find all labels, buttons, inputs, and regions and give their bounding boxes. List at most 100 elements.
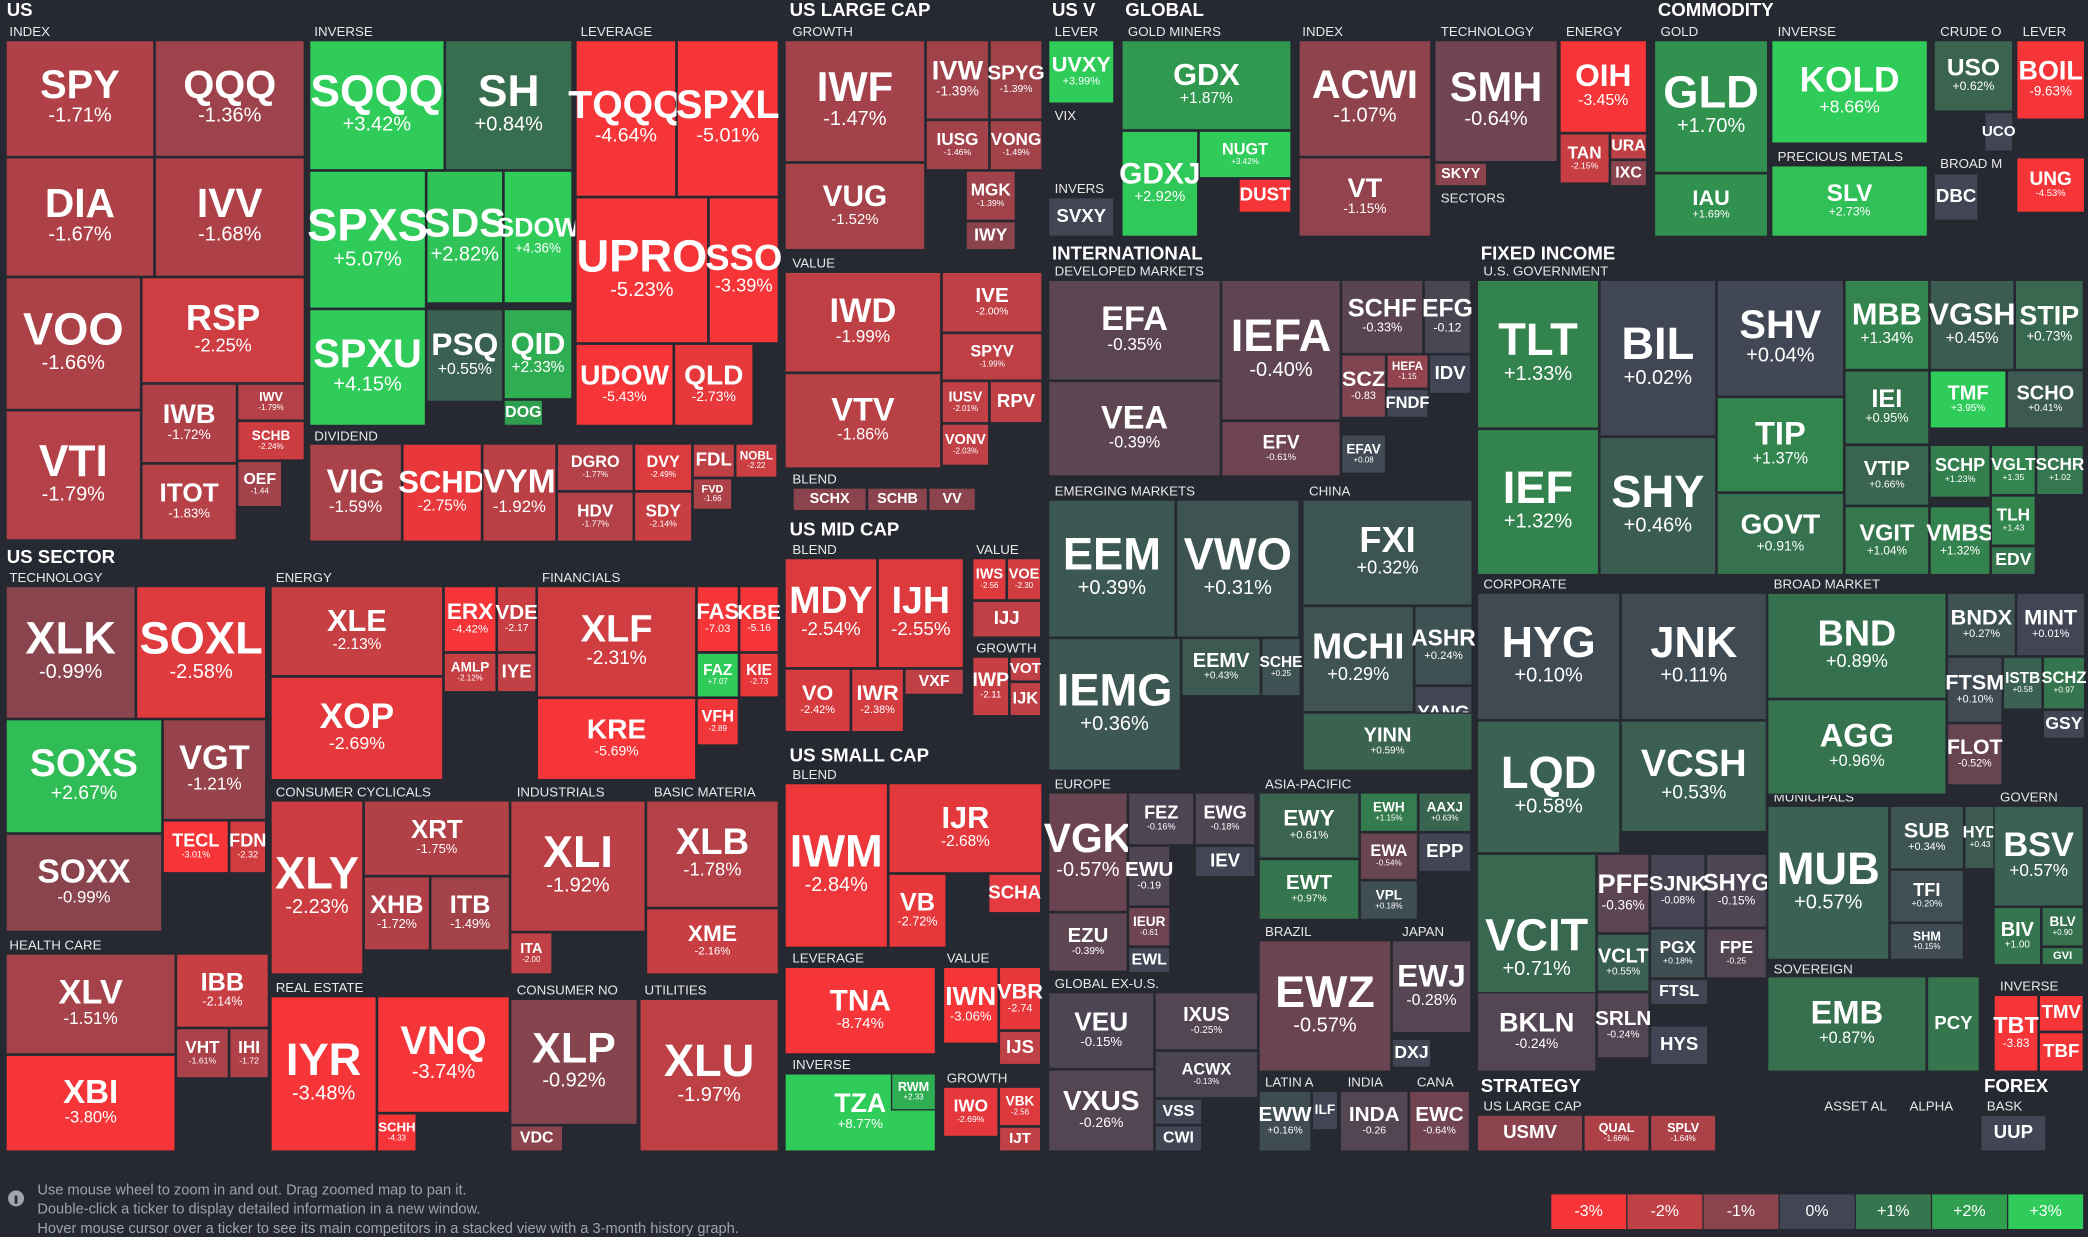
ticker-tile[interactable] bbox=[942, 966, 999, 1044]
ticker-tile[interactable] bbox=[1047, 912, 1128, 973]
ticker-tile[interactable] bbox=[308, 443, 403, 542]
ticker-tile[interactable] bbox=[1221, 279, 1341, 421]
ticker-tile[interactable] bbox=[942, 1086, 999, 1138]
ticker-tile[interactable] bbox=[941, 423, 990, 467]
ticker-tile[interactable] bbox=[784, 39, 926, 163]
ticker-tile[interactable] bbox=[1175, 499, 1300, 638]
ticker-tile[interactable] bbox=[575, 343, 674, 427]
ticker-tile[interactable] bbox=[1339, 1090, 1409, 1152]
ticker-tile[interactable] bbox=[1716, 279, 1845, 397]
ticker-tile[interactable] bbox=[5, 276, 142, 411]
ticker-tile[interactable] bbox=[1476, 720, 1621, 854]
ticker-tile[interactable] bbox=[1258, 792, 1360, 859]
ticker-tile[interactable] bbox=[888, 782, 1043, 874]
ticker-tile[interactable] bbox=[426, 170, 504, 304]
ticker-tile[interactable] bbox=[1964, 805, 1997, 870]
ticker-tile[interactable] bbox=[363, 876, 431, 951]
ticker-tile[interactable] bbox=[708, 197, 780, 344]
ticker-tile[interactable] bbox=[5, 585, 136, 720]
ticker-tile[interactable] bbox=[1391, 940, 1472, 1034]
ticker-tile[interactable] bbox=[1993, 805, 2084, 907]
ticker-tile[interactable] bbox=[1476, 279, 1600, 429]
ticker-tile[interactable] bbox=[1599, 436, 1717, 576]
ticker-tile[interactable] bbox=[162, 719, 267, 821]
ticker-tile[interactable] bbox=[556, 491, 634, 542]
ticker-tile[interactable] bbox=[1767, 699, 1947, 795]
ticker-tile[interactable] bbox=[2002, 656, 2043, 710]
ticker-tile[interactable] bbox=[998, 1126, 1042, 1152]
ticker-tile[interactable] bbox=[1258, 940, 1392, 1072]
ticker-tile[interactable] bbox=[141, 383, 238, 464]
ticker-tile[interactable] bbox=[1990, 545, 2036, 576]
ticker-tile[interactable] bbox=[376, 1113, 417, 1152]
ticker-tile[interactable] bbox=[1980, 1114, 2047, 1152]
ticker-tile[interactable] bbox=[1889, 922, 1965, 961]
ticker-tile[interactable] bbox=[229, 1027, 270, 1079]
ticker-tile[interactable] bbox=[2042, 656, 2086, 710]
ticker-tile[interactable] bbox=[639, 998, 780, 1152]
ticker-tile[interactable] bbox=[784, 668, 851, 733]
ticker-tile[interactable] bbox=[1767, 592, 1947, 700]
ticker-tile[interactable] bbox=[1946, 723, 2003, 786]
ticker-tile[interactable] bbox=[1649, 978, 1709, 1006]
ticker-tile[interactable] bbox=[1926, 976, 1981, 1072]
ticker-tile[interactable] bbox=[1889, 805, 1965, 870]
ticker-tile[interactable] bbox=[1127, 792, 1195, 846]
ticker-tile[interactable] bbox=[1302, 605, 1415, 713]
ticker-tile[interactable] bbox=[1121, 39, 1292, 131]
ticker-tile[interactable] bbox=[270, 995, 377, 1152]
ticker-tile[interactable] bbox=[696, 697, 740, 746]
ticker-tile[interactable] bbox=[1121, 130, 1199, 238]
ticker-tile[interactable] bbox=[1047, 380, 1222, 477]
ticker-tile[interactable] bbox=[503, 170, 573, 304]
ticker-tile[interactable] bbox=[510, 998, 638, 1126]
ticker-tile[interactable] bbox=[1771, 165, 1929, 238]
ticker-tile[interactable] bbox=[1194, 845, 1256, 878]
ticker-tile[interactable] bbox=[673, 343, 754, 427]
ticker-tile[interactable] bbox=[1418, 832, 1472, 873]
ticker-tile[interactable] bbox=[1418, 792, 1472, 833]
ticker-tile[interactable] bbox=[1198, 130, 1292, 179]
ticker-tile[interactable] bbox=[965, 170, 1017, 222]
ticker-tile[interactable] bbox=[1844, 505, 1930, 576]
ticker-tile[interactable] bbox=[1127, 946, 1171, 974]
ticker-tile[interactable] bbox=[444, 39, 573, 171]
ticker-tile[interactable] bbox=[1386, 354, 1429, 389]
ticker-tile[interactable] bbox=[1154, 1050, 1259, 1099]
ticker-tile[interactable] bbox=[692, 443, 736, 479]
ticker-tile[interactable] bbox=[1154, 1098, 1203, 1126]
ticker-tile[interactable] bbox=[1596, 933, 1650, 992]
ticker-tile[interactable] bbox=[941, 332, 1043, 381]
ticker-tile[interactable] bbox=[308, 308, 427, 427]
ticker-tile[interactable] bbox=[866, 487, 929, 512]
ticker-tile[interactable] bbox=[925, 39, 990, 120]
ticker-tile[interactable] bbox=[1340, 279, 1424, 355]
ticker-tile[interactable] bbox=[972, 600, 1042, 638]
ticker-tile[interactable] bbox=[1047, 197, 1115, 238]
ticker-tile[interactable] bbox=[1476, 991, 1597, 1072]
ticker-tile[interactable] bbox=[510, 800, 646, 933]
ticker-tile[interactable] bbox=[1946, 656, 2003, 724]
ticker-tile[interactable] bbox=[1194, 792, 1256, 846]
ticker-tile[interactable] bbox=[1386, 388, 1429, 419]
ticker-tile[interactable] bbox=[784, 271, 942, 373]
ticker-tile[interactable] bbox=[998, 966, 1042, 1031]
ticker-tile[interactable] bbox=[696, 652, 740, 698]
ticker-tile[interactable] bbox=[1476, 428, 1600, 576]
ticker-tile[interactable] bbox=[696, 585, 740, 653]
ticker-tile[interactable] bbox=[376, 995, 511, 1114]
ticker-tile[interactable] bbox=[941, 380, 990, 424]
ticker-tile[interactable] bbox=[784, 372, 942, 469]
ticker-tile[interactable] bbox=[1649, 1114, 1717, 1152]
ticker-tile[interactable] bbox=[270, 800, 364, 975]
ticker-tile[interactable] bbox=[633, 443, 693, 492]
ticker-tile[interactable] bbox=[308, 170, 427, 309]
ticker-tile[interactable] bbox=[1476, 592, 1621, 721]
ticker-tile[interactable] bbox=[575, 39, 677, 198]
ticker-tile[interactable] bbox=[536, 585, 697, 698]
ticker-tile[interactable] bbox=[784, 966, 937, 1055]
ticker-tile[interactable] bbox=[1609, 133, 1648, 160]
ticker-tile[interactable] bbox=[270, 676, 444, 781]
ticker-tile[interactable] bbox=[1298, 39, 1432, 158]
ticker-tile[interactable] bbox=[2016, 39, 2086, 120]
